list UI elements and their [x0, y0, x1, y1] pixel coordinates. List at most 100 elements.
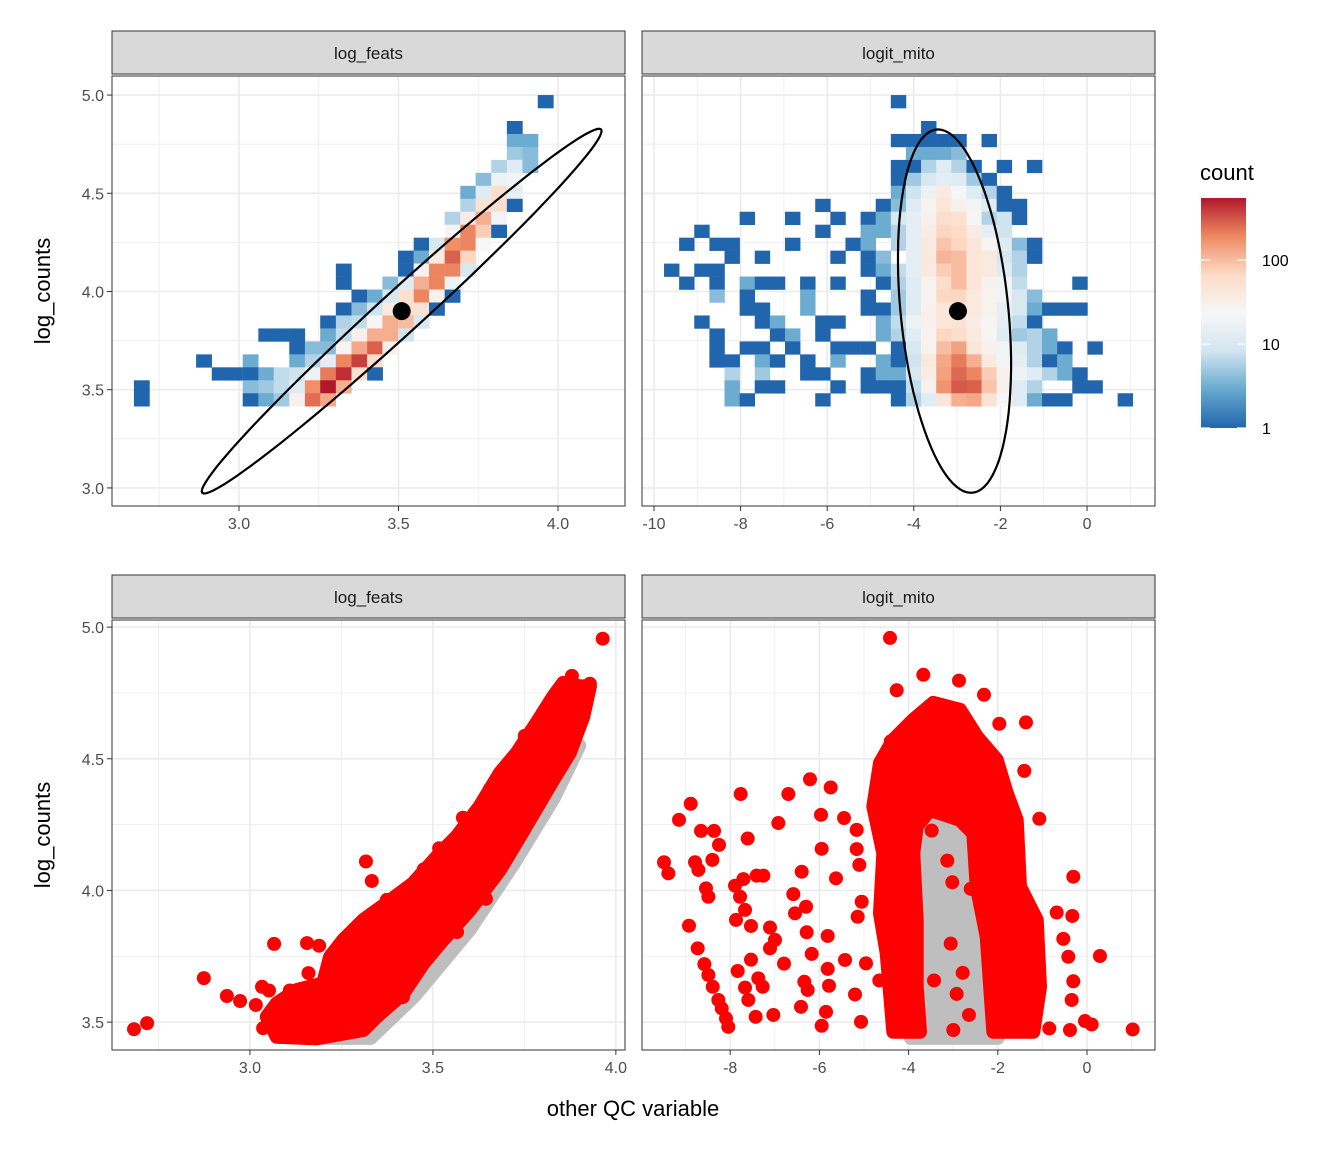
heatmap-bin — [413, 289, 430, 303]
heatmap-bin — [335, 263, 352, 277]
flagged-point — [432, 841, 447, 856]
heatmap-bin — [875, 380, 892, 394]
heatmap-bin — [845, 341, 861, 355]
flagged-point — [450, 925, 465, 940]
heatmap-bin — [921, 250, 937, 264]
heatmap-bin — [304, 354, 321, 368]
flagged-point — [482, 781, 497, 796]
heatmap-bin — [1026, 302, 1043, 316]
heatmap-bin — [996, 354, 1013, 368]
flagged-point — [1084, 1017, 1099, 1032]
heatmap-bin — [905, 133, 922, 148]
heatmap-bin — [273, 328, 290, 342]
x-tick-label: -6 — [820, 516, 834, 533]
flagged-point — [705, 979, 720, 994]
heatmap-bin — [1011, 328, 1028, 342]
heatmap-bin — [320, 315, 337, 329]
legend-label: 100 — [1262, 253, 1289, 270]
heatmap-bin — [475, 185, 492, 200]
flagged-point — [802, 772, 817, 787]
flagged-point — [395, 990, 410, 1005]
panel-content — [126, 631, 610, 1046]
panel-logit_mito-scatter: logit_mito -8 -6 -4 -2 0 — [641, 574, 1156, 1077]
x-tick-label: 3.5 — [422, 1060, 444, 1077]
heatmap-bin — [951, 172, 967, 187]
heatmap-bin — [966, 367, 982, 381]
heatmap-bin — [981, 367, 997, 381]
heatmap-bin — [133, 380, 150, 394]
facet-strip-label: log_feats — [334, 44, 403, 63]
heatmap-bin — [890, 133, 907, 148]
heatmap-bin — [709, 263, 725, 277]
flagged-point — [126, 1022, 141, 1037]
heatmap-bin — [320, 367, 337, 381]
heatmap-bin — [754, 367, 771, 381]
flagged-point — [582, 676, 597, 691]
flagged-point — [1062, 1022, 1077, 1037]
heatmap-bin — [739, 211, 756, 226]
panel-log_feats-scatter: log_feats 3.0 3.5 4.0 3.5 4.0 4.5 5.0 — [82, 574, 627, 1077]
flagged-point — [794, 864, 809, 879]
heatmap-bin — [367, 315, 383, 329]
facet-panels: log_feats 3.0 3.5 4.0 3.0 3.5 4.0 4.5 5.0 logit_m… — [82, 30, 1156, 1077]
flagged-point — [854, 894, 869, 909]
heatmap-bin — [1057, 341, 1073, 355]
flagged-point — [940, 853, 955, 868]
y-tick-label: 5.0 — [82, 88, 104, 105]
heatmap-bin — [351, 354, 368, 368]
heatmap-bin — [258, 380, 275, 394]
heatmap-bin — [966, 185, 982, 200]
heatmap-bin — [1042, 341, 1058, 355]
flagged-point — [943, 936, 958, 951]
heatmap-bin — [830, 354, 846, 368]
heatmap-bin — [890, 172, 907, 187]
flagged-point — [694, 823, 709, 838]
heatmap-bin — [830, 211, 846, 226]
heatmap-bin — [905, 380, 922, 394]
heatmap-bin — [1026, 159, 1043, 174]
heatmap-bin — [1026, 315, 1043, 329]
heatmap-bin — [996, 393, 1013, 407]
flagged-point — [743, 918, 758, 933]
flagged-point — [814, 807, 829, 822]
heatmap-bin — [875, 198, 892, 213]
flagged-point — [850, 909, 865, 924]
heatmap-bin — [966, 380, 982, 394]
heatmap-bin — [273, 380, 290, 394]
heatmap-bin — [875, 328, 892, 342]
heatmap-bin — [921, 198, 937, 213]
heatmap-bin — [679, 276, 695, 290]
heatmap-bin — [506, 198, 523, 213]
heatmap-bin — [1042, 393, 1058, 407]
center-point — [392, 302, 411, 321]
heatmap-bin — [936, 185, 952, 200]
heatmap-bin — [1042, 354, 1058, 368]
heatmap-bin — [754, 276, 771, 290]
heatmap-bin — [860, 341, 877, 355]
heatmap-bin — [966, 341, 982, 355]
heatmap-bin — [413, 237, 430, 251]
flagged-point — [395, 888, 410, 903]
heatmap-bin — [739, 289, 756, 303]
heatmap-bin — [289, 354, 306, 368]
heatmap-bin — [860, 302, 877, 316]
heatmap-bin — [785, 211, 801, 226]
heatmap-bin — [936, 224, 952, 238]
heatmap-bin — [815, 315, 831, 329]
panel-logit_mito-heatmap: logit_mito -10 -8 -6 -4 -2 0 — [641, 30, 1156, 533]
heatmap-bin — [921, 393, 937, 407]
heatmap-bin — [1057, 302, 1073, 316]
heatmap-bin — [1011, 250, 1028, 264]
heatmap-bin — [1026, 341, 1043, 355]
flagged-point — [819, 1004, 834, 1019]
heatmap-bin — [304, 393, 321, 407]
x-tick-label: -4 — [901, 1060, 915, 1077]
flagged-point — [828, 871, 843, 886]
heatmap-bin — [460, 224, 477, 238]
heatmap-bin — [227, 367, 243, 381]
heatmap-bin — [890, 354, 907, 368]
heatmap-bin — [382, 276, 399, 290]
flagged-point — [721, 1019, 736, 1034]
count-legend: count 1 10 100 — [1200, 160, 1289, 438]
heatmap-bin — [996, 185, 1013, 200]
